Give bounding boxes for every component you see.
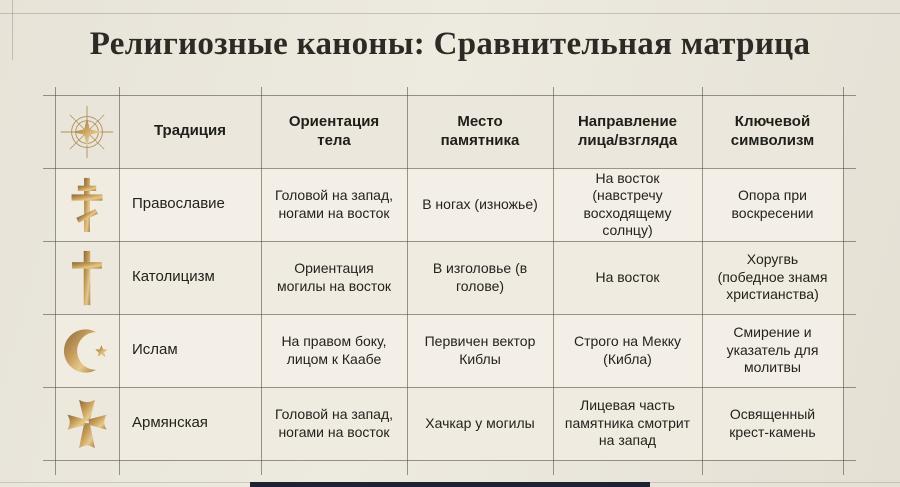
monument-place-cell: Хачкар у могилы xyxy=(407,387,553,460)
grid-line xyxy=(43,460,856,461)
body-orientation-cell: Головой на запад, ногами на восток xyxy=(261,168,407,241)
header-corner-cell xyxy=(55,95,119,168)
gaze-direction-cell: На восток (навстречу восходящему солнцу) xyxy=(553,168,702,241)
grid-line xyxy=(43,95,856,96)
tradition-cell: Католицизм xyxy=(119,241,261,314)
grid-line xyxy=(43,387,856,388)
armenian-cross-icon xyxy=(67,399,107,448)
body-orientation-cell: Головой на запад, ногами на восток xyxy=(261,387,407,460)
monument-place-cell: В ногах (изножье) xyxy=(407,168,553,241)
grid-line xyxy=(553,87,554,475)
background-line xyxy=(0,13,900,14)
grid-line xyxy=(261,87,262,475)
row-icon-cell xyxy=(55,314,119,387)
column-header-monument-place: Место памятника xyxy=(407,95,553,168)
orthodox-cross-icon xyxy=(71,177,103,232)
tradition-cell: Ислам xyxy=(119,314,261,387)
grid-line xyxy=(407,87,408,475)
grid-line xyxy=(119,87,120,475)
background-line xyxy=(12,0,13,60)
compass-rose-icon xyxy=(60,105,114,158)
gaze-direction-cell: Лицевая часть памятника смотрит на запад xyxy=(553,387,702,460)
tradition-cell: Православие xyxy=(119,168,261,241)
symbolism-cell: Освященный крест-камень xyxy=(702,387,843,460)
column-header-tradition: Традиция xyxy=(119,95,261,168)
gaze-direction-cell: На восток xyxy=(553,241,702,314)
row-icon-cell xyxy=(55,387,119,460)
symbolism-cell: Опора при воскресении xyxy=(702,168,843,241)
monument-place-cell: В изголовье (в голове) xyxy=(407,241,553,314)
comparison-table: Традиция Ориентация тела Место памятника… xyxy=(55,95,843,460)
grid-line xyxy=(702,87,703,475)
grid-line xyxy=(43,314,856,315)
crescent-star-icon xyxy=(63,328,108,373)
row-icon-cell xyxy=(55,168,119,241)
grid-line xyxy=(843,87,844,475)
row-icon-cell xyxy=(55,241,119,314)
grid-line xyxy=(43,241,856,242)
body-orientation-cell: На правом боку, лицом к Каабе xyxy=(261,314,407,387)
column-header-gaze-direction: Направление лица/взгляда xyxy=(553,95,702,168)
symbolism-cell: Смирение и указатель для молитвы xyxy=(702,314,843,387)
grid-line xyxy=(43,168,856,169)
grid-line xyxy=(55,87,56,475)
symbolism-cell: Хоругвь (победное знамя христианства) xyxy=(702,241,843,314)
page-title: Религиозные каноны: Сравнительная матриц… xyxy=(89,26,811,62)
tradition-cell: Армянская xyxy=(119,387,261,460)
body-orientation-cell: Ориентация могилы на восток xyxy=(261,241,407,314)
latin-cross-icon xyxy=(72,250,102,305)
gaze-direction-cell: Строго на Мекку (Кибла) xyxy=(553,314,702,387)
column-header-symbolism: Ключевой символизм xyxy=(702,95,843,168)
bottom-progress-bar xyxy=(250,482,650,487)
monument-place-cell: Первичен вектор Киблы xyxy=(407,314,553,387)
column-header-body-orientation: Ориентация тела xyxy=(261,95,407,168)
